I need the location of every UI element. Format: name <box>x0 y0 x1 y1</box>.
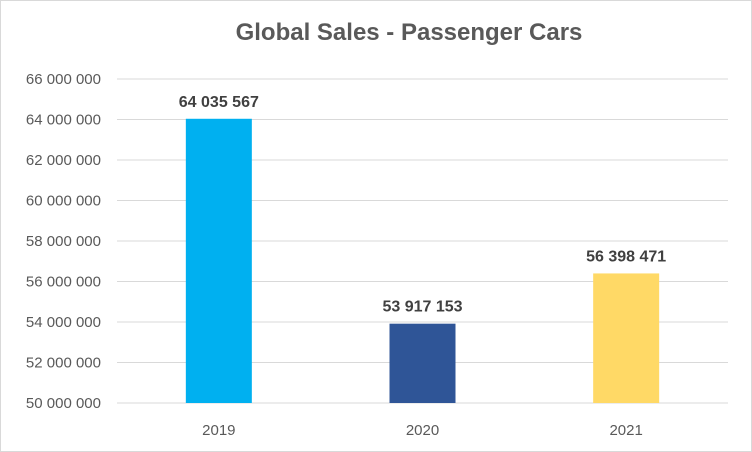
y-tick-label: 52 000 000 <box>26 355 101 372</box>
bar-2019 <box>185 118 252 403</box>
data-label: 64 035 567 <box>179 94 259 111</box>
chart-title: Global Sales - Passenger Cars <box>235 19 583 46</box>
x-tick-label: 2019 <box>202 422 235 439</box>
y-tick-label: 60 000 000 <box>26 193 101 210</box>
bar-2020 <box>389 323 456 403</box>
y-tick-label: 56 000 000 <box>26 274 101 291</box>
y-tick-label: 58 000 000 <box>26 233 101 250</box>
data-label: 53 917 153 <box>382 299 462 316</box>
x-tick-label: 2021 <box>609 422 642 439</box>
y-tick-label: 54 000 000 <box>26 314 101 331</box>
y-tick-label: 66 000 000 <box>26 71 101 88</box>
data-label: 56 398 471 <box>586 248 666 265</box>
y-tick-label: 50 000 000 <box>26 395 101 412</box>
bar-2021 <box>593 273 660 403</box>
x-tick-label: 2020 <box>406 422 439 439</box>
y-tick-label: 64 000 000 <box>26 112 101 129</box>
y-tick-label: 62 000 000 <box>26 152 101 169</box>
